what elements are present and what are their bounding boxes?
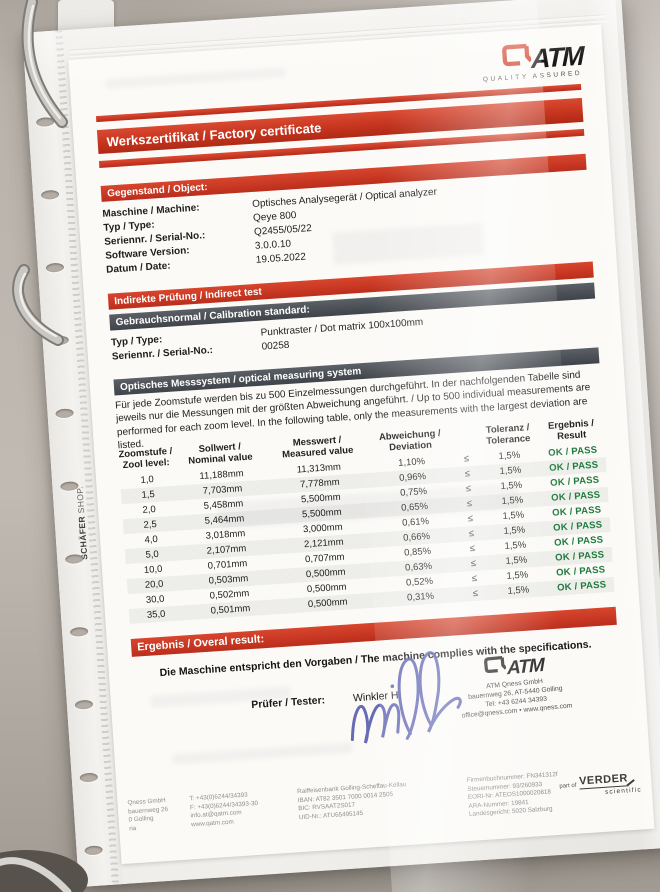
deviation-cell: 0,31% <box>406 590 435 604</box>
punch-hole <box>45 262 65 273</box>
measured-value-cell: 0,500mm <box>307 596 348 611</box>
lte-sign: ≤ <box>469 542 476 555</box>
punch-hole <box>35 116 55 128</box>
zoom-level-cell: 20,0 <box>144 578 164 591</box>
zoom-level-cell: 5,0 <box>145 548 160 561</box>
punch-hole <box>55 408 74 419</box>
column-header: Ergebnis / Result <box>547 417 595 443</box>
zoom-level-cell: 1,5 <box>141 489 156 501</box>
lte-sign: ≤ <box>463 453 470 465</box>
punch-hole <box>40 189 60 200</box>
qatm-logo: ATM QUALITY ASSURED <box>480 36 584 84</box>
punch-hole <box>79 772 99 783</box>
zoom-level-cell: 35,0 <box>146 608 166 621</box>
zoom-level-cell: 30,0 <box>145 593 165 606</box>
lte-sign: ≤ <box>471 572 478 585</box>
column-header: Toleranz / Tolerance <box>485 422 531 447</box>
show-through-smudge <box>105 67 286 89</box>
measurement-table-body: 1,0 11,188mm 11,313mm 1,10% ≤ 1,5% OK / … <box>120 442 615 625</box>
lte-sign: ≤ <box>472 587 479 600</box>
punch-hole <box>69 626 89 637</box>
lte-sign: ≤ <box>468 527 475 540</box>
footer-contact: T: +43(0)6244/34393 F: +43(0)6244/34393-3… <box>189 791 259 830</box>
stamp-q-icon <box>481 652 508 680</box>
qatm-wordmark: ATM <box>531 40 584 75</box>
verder-scientific-logo: part of VERDER scientific <box>559 772 643 796</box>
punch-hole <box>65 553 84 565</box>
zoom-level-cell: 10,0 <box>143 563 163 576</box>
lte-sign: ≤ <box>466 498 473 510</box>
pass-badge: OK / PASS <box>556 579 607 594</box>
binder-mechanism <box>0 850 88 892</box>
punch-hole <box>74 699 94 710</box>
lte-sign: ≤ <box>470 557 477 570</box>
company-stamp: ATM ATM Qness GmbH bauernweg 26, AT-5440… <box>404 642 625 726</box>
zoom-level-cell: 2,5 <box>143 519 158 531</box>
footer-bank-details: Raiffeisenbank Golling-Scheffau-Kellau IB… <box>297 781 408 823</box>
certificate-page: ATM QUALITY ASSURED Werkszertifikat / Fa… <box>68 24 655 865</box>
zoom-level-cell: 1,0 <box>140 474 155 486</box>
footer-address-fragments: Qness GmbH bauernweg 26 0 Golling ria <box>127 796 183 834</box>
zoom-level-cell: 2,0 <box>142 504 157 516</box>
punch-hole <box>84 845 103 856</box>
tolerance-cell: 1,5% <box>507 584 530 597</box>
stamp-qatm-logo: ATM <box>404 642 621 688</box>
tester-signature <box>334 644 491 759</box>
measurement-table: Zoomstufe / Zool level: Sollwert / Nominal… <box>118 417 615 625</box>
punch-hole <box>50 335 70 346</box>
stamp-wordmark: ATM <box>507 654 545 680</box>
nominal-value-cell: 0,501mm <box>210 602 251 617</box>
column-header: Abweichung / Deviation <box>378 427 442 454</box>
column-header: Zoomstufe / Zool level: <box>118 445 173 472</box>
qatm-q-icon <box>498 39 533 74</box>
lte-sign: ≤ <box>465 483 472 495</box>
zoom-level-cell: 4,0 <box>144 533 159 546</box>
lte-sign: ≤ <box>464 468 471 480</box>
show-through-smudge <box>172 742 353 765</box>
footer-registry-details: Firmenbuchnummer: FN341312f Steuernummer:… <box>467 771 561 820</box>
plastic-sleeve: SCHÄFER SHOP. AT <box>22 0 660 892</box>
column-header <box>452 426 477 450</box>
lte-sign: ≤ <box>467 513 474 525</box>
